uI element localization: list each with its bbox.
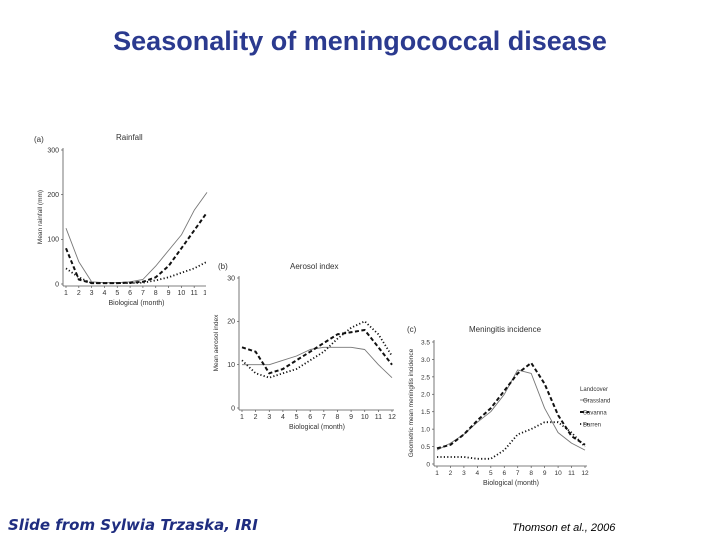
panel-b-x-tick-label: 9 — [349, 414, 353, 421]
legend-label-barren: Barren — [583, 423, 601, 429]
panel-c-x-tick-label: 9 — [543, 470, 547, 477]
panel-c-y-tick-label: 2.5 — [421, 374, 430, 381]
slide-title: Seasonality of meningococcal disease — [113, 26, 607, 56]
panel-a-series-dashed-line — [65, 211, 208, 285]
panel-a-label: (a) — [34, 135, 44, 144]
panel-c-title: Meningitis incidence — [469, 325, 542, 334]
panel-a-y-tick-label: 200 — [47, 192, 59, 199]
panel-b-x-tick-label: 5 — [295, 414, 299, 421]
panel-c-series-thin-line — [436, 369, 586, 451]
panel-c-x-tick-label: 12 — [581, 470, 589, 477]
panel-a-x-tick-label: 11 — [191, 290, 198, 297]
panel-a-x-tick-label: 9 — [167, 290, 171, 297]
panel-a-x-tick-label: 4 — [103, 290, 107, 297]
panel-c-x-tick-label: 8 — [529, 470, 533, 477]
footer-credit: Slide from Sylwia Trzaska, IRI — [8, 516, 258, 534]
panel-c-y-tick-label: 1.5 — [421, 409, 430, 416]
panel-b-series-dotted-line — [241, 320, 393, 379]
legend-label-grassland: Grassland — [583, 399, 610, 405]
panel-c-x-tick-label: 5 — [489, 470, 493, 477]
panel-a-x-tick-label: 5 — [115, 290, 119, 297]
panel-c-x-tick-label: 3 — [462, 470, 466, 477]
panel-c-x-tick-label: 4 — [476, 470, 480, 477]
panel-a-y-tick-label: 300 — [47, 147, 59, 154]
panel-c-y-tick-label: 3.0 — [421, 357, 430, 364]
legend-title: Landcover — [580, 387, 608, 393]
panel-b-series-thin-line — [242, 346, 393, 379]
panel-c-y-axis-label: Geometric mean meningitis incidence — [408, 348, 415, 457]
panel-a-x-tick-label: 2 — [77, 290, 81, 297]
panel-c-x-tick-label: 11 — [568, 470, 575, 477]
panel-c-x-tick-label: 10 — [554, 470, 562, 477]
panel-b-x-tick-label: 1 — [240, 414, 244, 421]
panel-a-x-tick-label: 1 — [64, 290, 68, 297]
panel-c-x-axis-label: Biological (month) — [483, 480, 539, 487]
panel-b-x-tick-label: 6 — [308, 414, 312, 421]
panel-b-x-tick-label: 12 — [388, 414, 396, 421]
panel-a-y-tick-label: 0 — [55, 281, 59, 288]
panel-c-label: (c) — [407, 325, 417, 334]
panel-b-label: (b) — [218, 262, 228, 271]
panel-a-series-thin-line — [65, 192, 208, 284]
panel-b-x-tick-label: 8 — [336, 414, 340, 421]
panel-b-series-dashed-line — [241, 329, 393, 375]
panel-c-series-dashed-line — [436, 361, 586, 450]
panel-b-x-tick-label: 2 — [254, 414, 258, 421]
panel-b-title: Aerosol index — [290, 262, 338, 271]
panel-b-x-tick-label: 7 — [322, 414, 326, 421]
panel-c-y-tick-label: 3.5 — [421, 339, 430, 346]
footer-citation: Thomson et al., 2006 — [512, 522, 616, 534]
rainfall-chart: (a)Rainfall0100200300123456789101112Biol… — [34, 133, 211, 307]
panel-b-y-axis-label: Mean aerosol index — [213, 314, 220, 371]
panel-a-series-dotted-line — [65, 260, 208, 285]
panel-b-x-tick-label: 11 — [375, 414, 382, 421]
panel-c-series-dotted-line — [437, 421, 586, 460]
panel-b-x-tick-label: 4 — [281, 414, 285, 421]
panel-a-x-tick-label: 10 — [177, 290, 185, 297]
panel-c-y-tick-label: 2.0 — [421, 392, 430, 399]
panel-a-x-tick-label: 6 — [128, 290, 132, 297]
panel-c-y-tick-label: 0.5 — [421, 444, 430, 451]
panel-a-x-axis-label: Biological (month) — [108, 300, 164, 307]
panel-b-y-tick-label: 10 — [227, 362, 235, 369]
panel-c-y-tick-label: 1.0 — [421, 427, 430, 434]
panel-b-y-tick-label: 20 — [227, 319, 235, 326]
meningitis-incidence-chart: (c) Meningitis incidence 0 0.5 1.0 1.5 2.0 2.5 3… — [407, 325, 610, 487]
panel-c-x-tick-label: 2 — [449, 470, 453, 477]
panel-a-y-tick-label: 100 — [47, 237, 59, 244]
panel-c-x-tick-label: 7 — [516, 470, 520, 477]
panel-c-x-tick-label: 1 — [435, 470, 439, 477]
panel-b-x-tick-label: 3 — [267, 414, 271, 421]
panel-c-y-tick-label: 0 — [426, 461, 430, 468]
panel-a-x-tick-label: 7 — [141, 290, 145, 297]
panel-b-y-tick-label: 0 — [231, 405, 235, 412]
panel-a-x-tick-label: 3 — [90, 290, 94, 297]
panel-a-y-axis-label: Mean rainfall (mm) — [37, 190, 44, 244]
panel-c-x-tick-label: 6 — [502, 470, 506, 477]
panel-b-x-axis-label: Biological (month) — [289, 424, 345, 431]
panel-b-y-tick-label: 30 — [227, 275, 235, 282]
panel-a-title: Rainfall — [116, 133, 143, 142]
panel-a-x-tick-label: 8 — [154, 290, 158, 297]
panel-b-x-tick-label: 10 — [361, 414, 369, 421]
legend-label-savanna: Savanna — [583, 411, 607, 417]
